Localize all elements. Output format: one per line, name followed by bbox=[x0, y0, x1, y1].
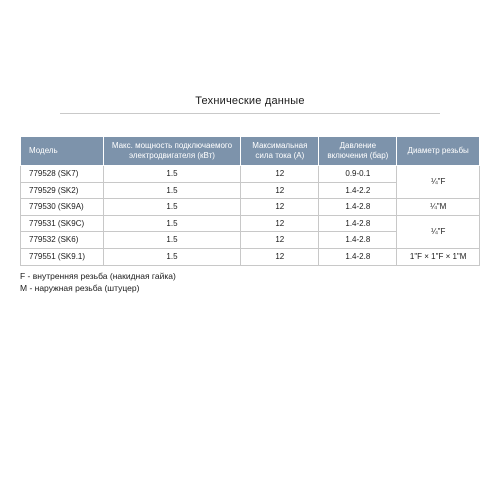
specs-table: МодельМакс. мощность подключаемого элект… bbox=[20, 136, 480, 266]
table-body: 779528 (SK7)1.5120.9-0.1¼"F779529 (SK2)1… bbox=[21, 166, 480, 266]
table-cell-thread: ¼"M bbox=[397, 199, 480, 216]
table-cell-thread: ¼"F bbox=[397, 215, 480, 248]
table-cell: 779551 (SK9.1) bbox=[21, 248, 104, 265]
column-header: Макс. мощность подключаемого электродвиг… bbox=[103, 137, 241, 166]
table-cell: 1.5 bbox=[103, 248, 241, 265]
footnotes: F - внутренняя резьба (накидная гайка)M … bbox=[20, 270, 480, 296]
table-cell: 1.5 bbox=[103, 166, 241, 183]
specs-table-container: МодельМакс. мощность подключаемого элект… bbox=[20, 136, 480, 295]
table-cell: 12 bbox=[241, 232, 319, 249]
table-row: 779551 (SK9.1)1.5121.4-2.81"F × 1"F × 1"… bbox=[21, 248, 480, 265]
table-row: 779528 (SK7)1.5120.9-0.1¼"F bbox=[21, 166, 480, 183]
table-cell: 12 bbox=[241, 215, 319, 232]
table-cell: 779531 (SK9C) bbox=[21, 215, 104, 232]
table-cell: 1.4-2.8 bbox=[319, 248, 397, 265]
table-cell: 12 bbox=[241, 166, 319, 183]
table-cell: 1.5 bbox=[103, 215, 241, 232]
table-cell: 0.9-0.1 bbox=[319, 166, 397, 183]
table-cell: 1.5 bbox=[103, 182, 241, 199]
table-cell-thread: 1"F × 1"F × 1"M bbox=[397, 248, 480, 265]
table-cell: 1.4-2.2 bbox=[319, 182, 397, 199]
table-cell: 12 bbox=[241, 182, 319, 199]
table-row: 779530 (SK9A)1.5121.4-2.8¼"M bbox=[21, 199, 480, 216]
table-cell: 779528 (SK7) bbox=[21, 166, 104, 183]
table-cell: 1.5 bbox=[103, 232, 241, 249]
table-cell: 12 bbox=[241, 248, 319, 265]
table-cell-thread: ¼"F bbox=[397, 166, 480, 199]
table-header-row: МодельМакс. мощность подключаемого элект… bbox=[21, 137, 480, 166]
table-cell: 1.4-2.8 bbox=[319, 232, 397, 249]
footnote-line: F - внутренняя резьба (накидная гайка) bbox=[20, 270, 480, 283]
column-header: Модель bbox=[21, 137, 104, 166]
column-header: Максимальная сила тока (А) bbox=[241, 137, 319, 166]
table-cell: 1.4-2.8 bbox=[319, 199, 397, 216]
table-row: 779531 (SK9C)1.5121.4-2.8¼"F bbox=[21, 215, 480, 232]
column-header: Давление включения (бар) bbox=[319, 137, 397, 166]
table-cell: 779532 (SK6) bbox=[21, 232, 104, 249]
table-cell: 1.4-2.8 bbox=[319, 215, 397, 232]
footnote-line: M - наружная резьба (штуцер) bbox=[20, 282, 480, 295]
table-cell: 779530 (SK9A) bbox=[21, 199, 104, 216]
column-header: Диаметр резьбы bbox=[397, 137, 480, 166]
page-title: Технические данные bbox=[60, 95, 440, 114]
table-cell: 12 bbox=[241, 199, 319, 216]
table-cell: 779529 (SK2) bbox=[21, 182, 104, 199]
table-cell: 1.5 bbox=[103, 199, 241, 216]
